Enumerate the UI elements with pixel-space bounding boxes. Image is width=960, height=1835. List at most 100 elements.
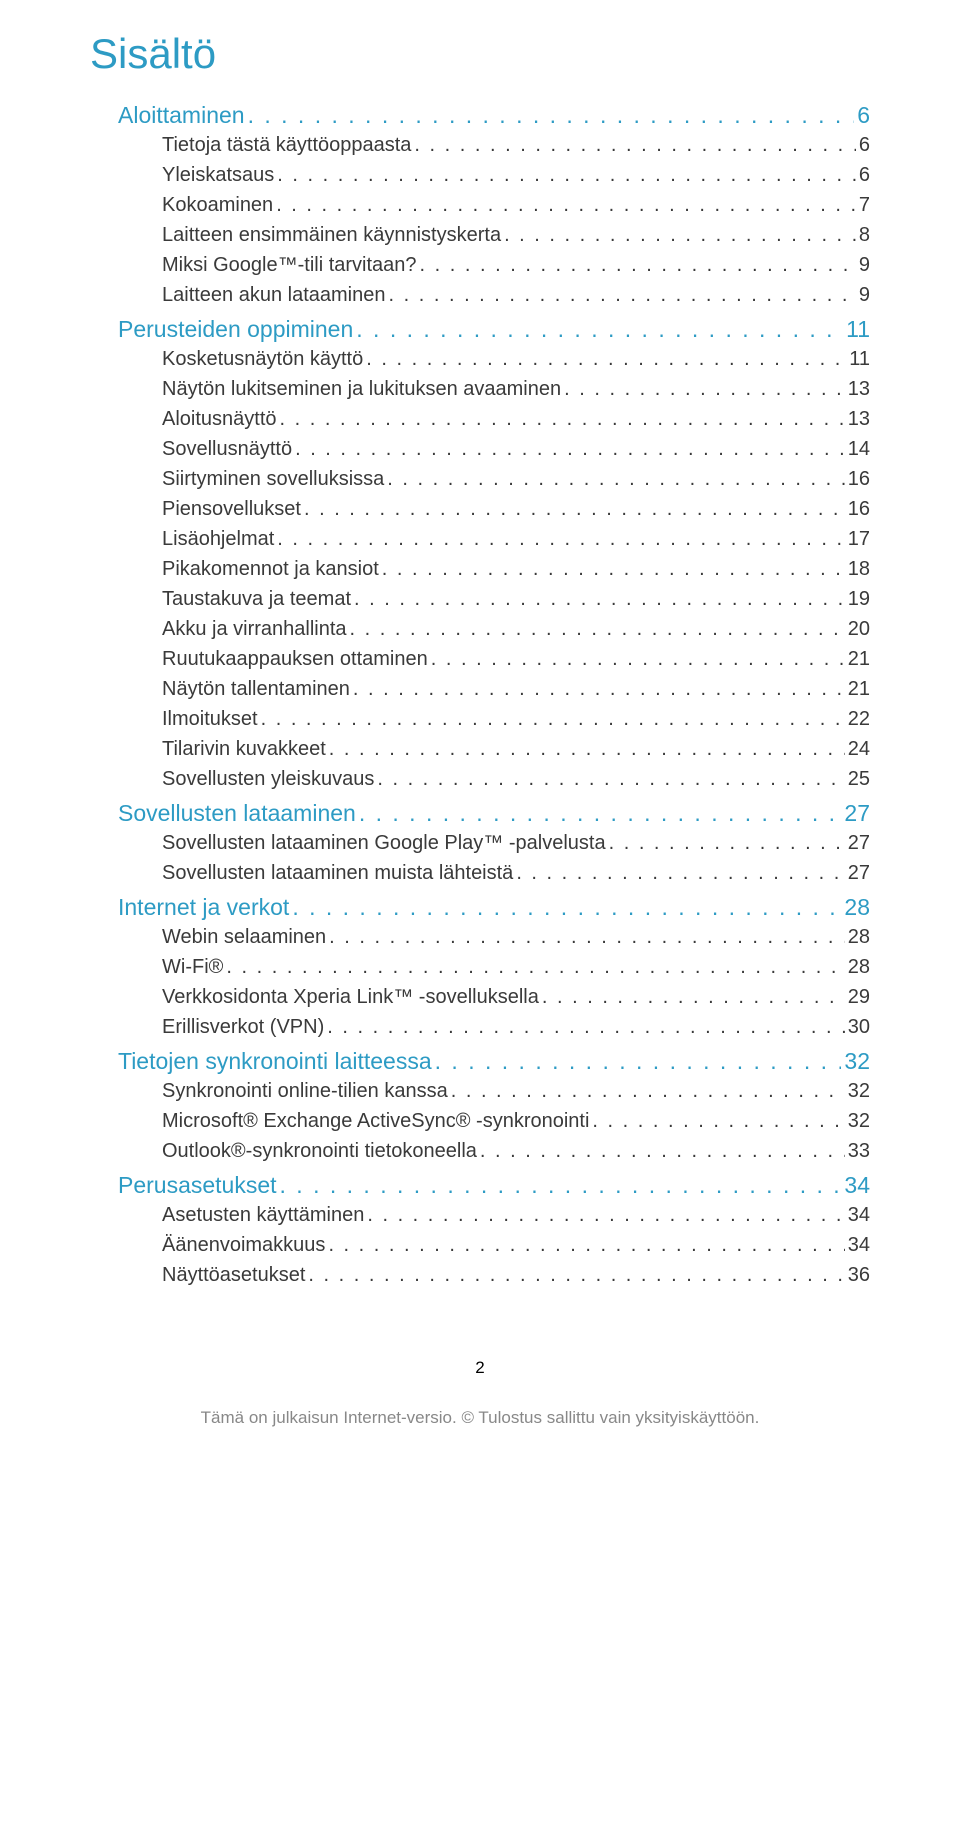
toc-entry[interactable]: Kosketusnäytön käyttö. . . . . . . . . .… (90, 345, 870, 374)
toc-entry-label: Kosketusnäytön käyttö (162, 345, 363, 374)
toc-entry[interactable]: Näytön lukitseminen ja lukituksen avaami… (90, 375, 870, 404)
toc-entry[interactable]: Wi-Fi®. . . . . . . . . . . . . . . . . … (90, 953, 870, 982)
toc-leader: . . . . . . . . . . . . . . . . . . . . … (384, 465, 844, 494)
toc-entry[interactable]: Lisäohjelmat. . . . . . . . . . . . . . … (90, 525, 870, 554)
toc-entry-label: Yleiskatsaus (162, 161, 274, 190)
toc-entry-label: Siirtyminen sovelluksissa (162, 465, 384, 494)
page-footer: 2 Tämä on julkaisun Internet-versio. © T… (90, 1358, 870, 1428)
toc-leader: . . . . . . . . . . . . . . . . . . . . … (347, 615, 845, 644)
toc-entry-label: Laitteen ensimmäinen käynnistyskerta (162, 221, 501, 250)
toc-entry[interactable]: Yleiskatsaus. . . . . . . . . . . . . . … (90, 161, 870, 190)
toc-entry-label: Kokoaminen (162, 191, 273, 220)
toc-entry-label: Ruutukaappauksen ottaminen (162, 645, 428, 674)
toc-entry[interactable]: Microsoft® Exchange ActiveSync® -synkron… (90, 1107, 870, 1136)
page-title: Sisältö (90, 30, 870, 78)
footer-text: Tämä on julkaisun Internet-versio. © Tul… (90, 1408, 870, 1428)
toc-entry[interactable]: Miksi Google™-tili tarvitaan?. . . . . .… (90, 251, 870, 280)
toc-entry[interactable]: Erillisverkot (VPN). . . . . . . . . . .… (90, 1013, 870, 1042)
toc-entry-page: 18 (845, 555, 870, 584)
toc-entry[interactable]: Sovellusten lataaminen Google Play™ -pal… (90, 829, 870, 858)
toc-entry[interactable]: Siirtyminen sovelluksissa. . . . . . . .… (90, 465, 870, 494)
toc-entry[interactable]: Äänenvoimakkuus. . . . . . . . . . . . .… (90, 1231, 870, 1260)
toc-section-header[interactable]: Perusteiden oppiminen. . . . . . . . . .… (90, 316, 870, 343)
toc-section-label: Perusasetukset (118, 1172, 277, 1199)
toc-entry-page: 20 (845, 615, 870, 644)
toc-leader: . . . . . . . . . . . . . . . . . . . . … (411, 131, 855, 160)
toc-entry-label: Sovellusnäyttö (162, 435, 292, 464)
toc-leader: . . . . . . . . . . . . . . . . . . . . … (325, 1231, 844, 1260)
toc-entry[interactable]: Sovellusten lataaminen muista lähteistä.… (90, 859, 870, 888)
toc-entry[interactable]: Sovellusnäyttö. . . . . . . . . . . . . … (90, 435, 870, 464)
toc-entry-page: 7 (856, 191, 870, 220)
toc-entry[interactable]: Kokoaminen. . . . . . . . . . . . . . . … (90, 191, 870, 220)
toc-entry-page: 13 (845, 375, 870, 404)
toc-entry-page: 6 (856, 131, 870, 160)
toc-entry-label: Äänenvoimakkuus (162, 1231, 325, 1260)
toc-entry-page: 27 (845, 829, 870, 858)
toc-entry[interactable]: Ruutukaappauksen ottaminen. . . . . . . … (90, 645, 870, 674)
toc-leader: . . . . . . . . . . . . . . . . . . . . … (513, 859, 844, 888)
toc-section-label: Internet ja verkot (118, 894, 289, 921)
toc-entry[interactable]: Tilarivin kuvakkeet. . . . . . . . . . .… (90, 735, 870, 764)
toc-entry-page: 13 (845, 405, 870, 434)
toc-leader: . . . . . . . . . . . . . . . . . . . . … (432, 1048, 842, 1075)
toc-leader: . . . . . . . . . . . . . . . . . . . . … (477, 1137, 845, 1166)
toc-entry[interactable]: Näyttöasetukset. . . . . . . . . . . . .… (90, 1261, 870, 1290)
toc-entry[interactable]: Näytön tallentaminen. . . . . . . . . . … (90, 675, 870, 704)
toc-section-page: 28 (841, 894, 870, 921)
toc-section-header[interactable]: Tietojen synkronointi laitteessa. . . . … (90, 1048, 870, 1075)
toc-entry-page: 27 (845, 859, 870, 888)
toc-entry-page: 28 (845, 923, 870, 952)
toc-leader: . . . . . . . . . . . . . . . . . . . . … (501, 221, 856, 250)
toc-entry-label: Näytön lukitseminen ja lukituksen avaami… (162, 375, 561, 404)
toc-entry[interactable]: Pikakomennot ja kansiot. . . . . . . . .… (90, 555, 870, 584)
toc-leader: . . . . . . . . . . . . . . . . . . . . … (305, 1261, 844, 1290)
toc-section-header[interactable]: Perusasetukset. . . . . . . . . . . . . … (90, 1172, 870, 1199)
toc-section-header[interactable]: Aloittaminen. . . . . . . . . . . . . . … (90, 102, 870, 129)
toc-entry-label: Sovellusten yleiskuvaus (162, 765, 374, 794)
toc-entry-label: Tilarivin kuvakkeet (162, 735, 326, 764)
toc-section-header[interactable]: Sovellusten lataaminen. . . . . . . . . … (90, 800, 870, 827)
toc-leader: . . . . . . . . . . . . . . . . . . . . … (289, 894, 841, 921)
toc-entry[interactable]: Outlook®-synkronointi tietokoneella. . .… (90, 1137, 870, 1166)
toc-entry-label: Ilmoitukset (162, 705, 258, 734)
toc-entry-label: Webin selaaminen (162, 923, 326, 952)
toc-section-header[interactable]: Internet ja verkot. . . . . . . . . . . … (90, 894, 870, 921)
toc-entry[interactable]: Ilmoitukset. . . . . . . . . . . . . . .… (90, 705, 870, 734)
toc-entry[interactable]: Asetusten käyttäminen. . . . . . . . . .… (90, 1201, 870, 1230)
toc-entry-page: 8 (856, 221, 870, 250)
toc-entry-label: Näyttöasetukset (162, 1261, 305, 1290)
toc-entry-label: Asetusten käyttäminen (162, 1201, 364, 1230)
toc-leader: . . . . . . . . . . . . . . . . . . . . … (364, 1201, 844, 1230)
toc-leader: . . . . . . . . . . . . . . . . . . . . … (274, 525, 844, 554)
toc-entry[interactable]: Piensovellukset. . . . . . . . . . . . .… (90, 495, 870, 524)
toc-entry[interactable]: Tietoja tästä käyttöoppaasta. . . . . . … (90, 131, 870, 160)
toc-leader: . . . . . . . . . . . . . . . . . . . . … (386, 281, 856, 310)
toc-entry[interactable]: Synkronointi online-tilien kanssa. . . .… (90, 1077, 870, 1106)
toc-entry[interactable]: Sovellusten yleiskuvaus. . . . . . . . .… (90, 765, 870, 794)
toc-section-label: Perusteiden oppiminen (118, 316, 353, 343)
toc-entry-page: 11 (846, 345, 870, 374)
toc-leader: . . . . . . . . . . . . . . . . . . . . … (606, 829, 845, 858)
toc-entry-label: Wi-Fi® (162, 953, 223, 982)
toc-leader: . . . . . . . . . . . . . . . . . . . . … (353, 316, 843, 343)
toc-entry[interactable]: Taustakuva ja teemat. . . . . . . . . . … (90, 585, 870, 614)
toc-entry[interactable]: Laitteen akun lataaminen. . . . . . . . … (90, 281, 870, 310)
toc-section-label: Sovellusten lataaminen (118, 800, 356, 827)
toc-section-page: 11 (843, 316, 870, 343)
toc-entry[interactable]: Akku ja virranhallinta. . . . . . . . . … (90, 615, 870, 644)
toc-entry[interactable]: Laitteen ensimmäinen käynnistyskerta. . … (90, 221, 870, 250)
toc-entry-label: Erillisverkot (VPN) (162, 1013, 324, 1042)
toc-entry-label: Piensovellukset (162, 495, 301, 524)
toc-entry-page: 9 (856, 251, 870, 280)
toc-entry[interactable]: Aloitusnäyttö. . . . . . . . . . . . . .… (90, 405, 870, 434)
toc-entry-label: Miksi Google™-tili tarvitaan? (162, 251, 417, 280)
toc-entry[interactable]: Verkkosidonta Xperia Link™ -sovelluksell… (90, 983, 870, 1012)
toc-leader: . . . . . . . . . . . . . . . . . . . . … (274, 161, 856, 190)
toc-leader: . . . . . . . . . . . . . . . . . . . . … (351, 585, 845, 614)
toc-leader: . . . . . . . . . . . . . . . . . . . . … (223, 953, 844, 982)
toc-section-page: 34 (841, 1172, 870, 1199)
toc-leader: . . . . . . . . . . . . . . . . . . . . … (245, 102, 855, 129)
toc-entry[interactable]: Webin selaaminen. . . . . . . . . . . . … (90, 923, 870, 952)
toc-leader: . . . . . . . . . . . . . . . . . . . . … (301, 495, 845, 524)
